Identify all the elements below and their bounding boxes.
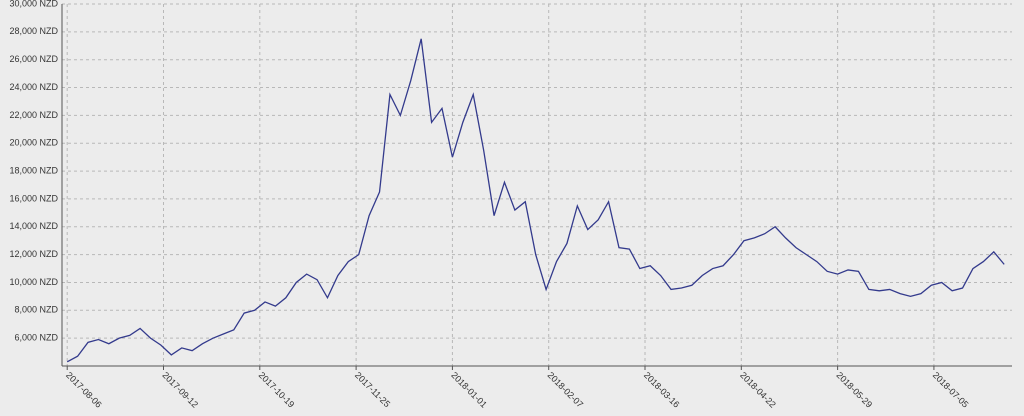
y-tick-label: 18,000 NZD	[9, 165, 58, 175]
y-tick-label: 14,000 NZD	[9, 221, 58, 231]
y-tick-label: 24,000 NZD	[9, 82, 58, 92]
y-tick-label: 22,000 NZD	[9, 110, 58, 120]
y-tick-label: 20,000 NZD	[9, 138, 58, 148]
y-tick-label: 12,000 NZD	[9, 249, 58, 259]
y-tick-label: 26,000 NZD	[9, 54, 58, 64]
y-tick-label: 16,000 NZD	[9, 193, 58, 203]
y-tick-label: 30,000 NZD	[9, 0, 58, 8]
y-tick-label: 10,000 NZD	[9, 277, 58, 287]
y-tick-label: 28,000 NZD	[9, 26, 58, 36]
line	[66, 38, 1005, 363]
y-tick-label: 8,000 NZD	[14, 305, 58, 315]
y-tick-label: 6,000 NZD	[14, 333, 58, 343]
